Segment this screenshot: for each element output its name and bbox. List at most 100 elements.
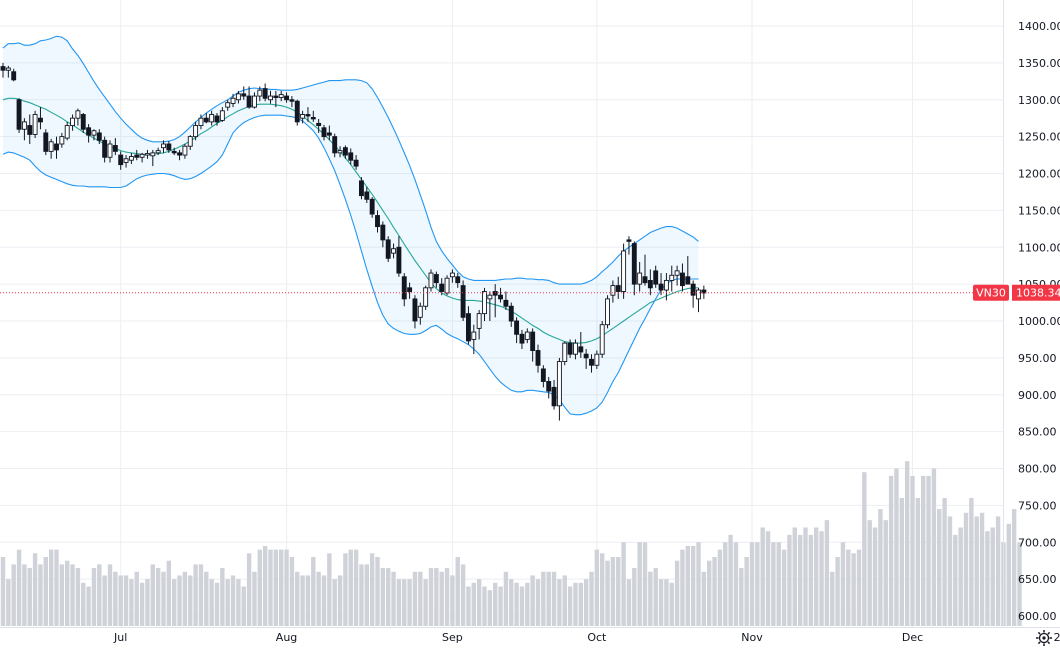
candle-body-down [397, 247, 401, 273]
candle-body-down [87, 128, 91, 135]
y-tick-label: 1350.00 [1018, 57, 1060, 70]
volume-bar [675, 561, 679, 626]
volume-bar [49, 550, 53, 626]
volume-bar [573, 583, 577, 626]
volume-bar [809, 535, 813, 626]
volume-bar [434, 568, 438, 626]
candle-body-down [520, 334, 524, 343]
volume-bar [81, 583, 85, 626]
volume-bar [279, 550, 283, 626]
candle-body-up [231, 98, 235, 103]
y-tick-label: 1100.00 [1018, 241, 1060, 254]
candle-body-up [226, 103, 230, 107]
candle-body-up [156, 151, 160, 153]
volume-bar [316, 572, 320, 626]
candle-body-up [573, 343, 577, 354]
candle-body-up [183, 146, 187, 155]
volume-bar [242, 587, 246, 627]
candle-body-up [194, 126, 198, 137]
candle-body-down [584, 354, 588, 358]
y-tick-label: 600.00 [1018, 610, 1057, 623]
symbol-text: VN30 [976, 287, 1006, 300]
candle-body-down [327, 133, 331, 135]
volume-bar [17, 550, 21, 626]
candle-body-up [483, 292, 487, 314]
candle-body-down [242, 94, 246, 96]
x-tick-label-sep: Sep [442, 631, 463, 644]
volume-bar [177, 575, 181, 626]
volume-bar [488, 590, 492, 626]
candle-body-down [119, 155, 123, 165]
volume-bar [803, 528, 807, 627]
volume-bar [916, 498, 920, 626]
volume-bar [386, 568, 390, 626]
volume-bar [140, 583, 144, 626]
volume-bar [284, 550, 288, 626]
volume-bar [343, 553, 347, 626]
volume-bar [6, 579, 10, 626]
volume-bar [54, 550, 58, 626]
volume-bar [851, 553, 855, 626]
candle-body-down [531, 332, 535, 350]
volume-bar [247, 553, 251, 626]
candle-body-down [290, 100, 294, 101]
volume-bar [391, 572, 395, 626]
candle [295, 100, 299, 126]
candle-body-down [285, 96, 289, 100]
volume-bar [477, 579, 481, 626]
volume-bar [60, 564, 64, 626]
volume-bar [520, 587, 524, 627]
settings-gear-icon[interactable] [1036, 630, 1052, 646]
volume-bar [595, 550, 599, 626]
volume-bar [338, 575, 342, 626]
candle-body-down [103, 140, 107, 157]
volume-bar [209, 579, 213, 626]
volume-bar [771, 542, 775, 626]
volume-bar [124, 575, 128, 626]
volume-bar [798, 535, 802, 626]
volume-bar [167, 561, 171, 626]
volume-bar [835, 557, 839, 626]
volume-bar [365, 564, 369, 626]
volume-bar [226, 579, 230, 626]
volume-bar [680, 550, 684, 626]
candle-body-down [172, 151, 176, 152]
candle-body-down [215, 116, 219, 122]
candle-body-up [600, 325, 604, 355]
volume-bar [691, 546, 695, 626]
volume-bar [135, 572, 139, 626]
volume-bar [370, 553, 374, 626]
candle-body-up [151, 153, 155, 156]
candle-body-down [493, 292, 497, 296]
last-price-text: 1038.34 [1016, 287, 1060, 300]
volume-bar [991, 528, 995, 627]
volume-bar [129, 579, 133, 626]
candle-body-up [65, 126, 69, 139]
candle-body-up [252, 96, 256, 107]
volume-bar [996, 516, 1000, 626]
candle-body-up [129, 157, 133, 161]
volume-bar [605, 561, 609, 626]
volume-bar [472, 583, 476, 626]
volume-bar [423, 579, 427, 626]
volume-bar [119, 575, 123, 626]
candle [429, 269, 433, 291]
candle-body-down [616, 286, 620, 292]
candle-body-down [552, 387, 556, 405]
candle-body-down [434, 275, 438, 283]
volume-bar [258, 550, 262, 626]
candle-body-up [210, 115, 214, 122]
volume-bar [145, 579, 149, 626]
volume-bar [707, 561, 711, 626]
volume-bar [905, 461, 909, 626]
volume-bar [263, 546, 267, 626]
candle-body-up [236, 94, 240, 100]
volume-bar [274, 550, 278, 626]
volume-bar [584, 579, 588, 626]
candle-body-down [504, 300, 508, 306]
volume-bar [268, 550, 272, 626]
volume-bar [188, 575, 192, 626]
volume-bar [215, 583, 219, 626]
